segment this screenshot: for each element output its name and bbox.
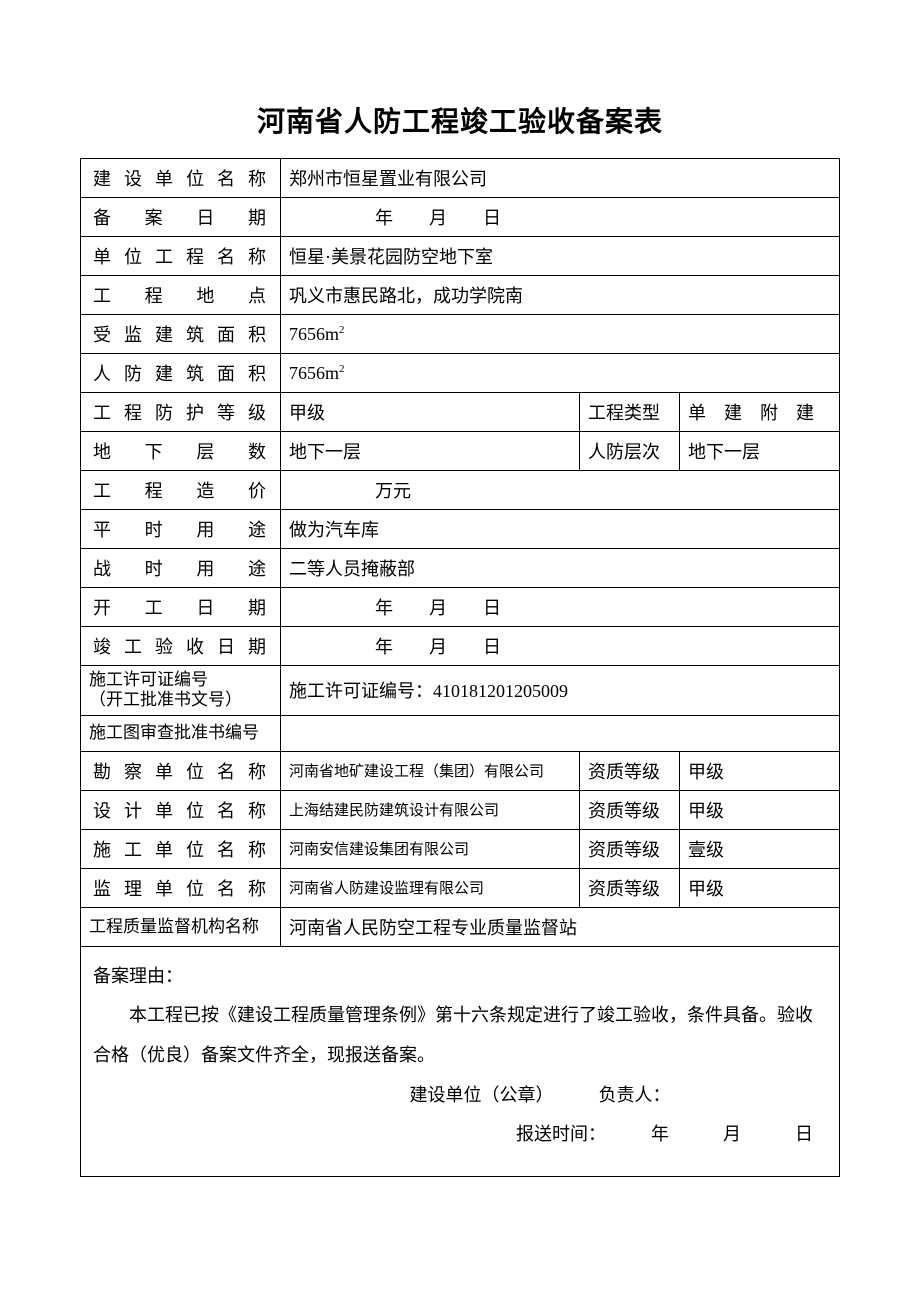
value-supervision-unit: 河南省人防建设监理有限公司 — [281, 868, 580, 907]
label-qual: 资质等级 — [580, 790, 680, 829]
label-permit-no: 施工许可证编号 （开工批准书文号） — [81, 666, 281, 716]
value-filing-date: 年 月 日 — [281, 198, 840, 237]
area-text: 7656m — [289, 363, 339, 383]
label-unit-project: 单位工程名称 — [81, 237, 281, 276]
signature-line-2: 报送时间： 年 月 日 — [93, 1115, 827, 1155]
table-row: 战时用途 二等人员掩蔽部 — [81, 549, 840, 588]
label-drawing-approval: 施工图审查批准书编号 — [81, 715, 281, 751]
table-row: 工程造价 万元 — [81, 471, 840, 510]
table-row: 备案日期 年 月 日 — [81, 198, 840, 237]
label-protection-level: 工程防护等级 — [81, 393, 281, 432]
table-row: 单位工程名称 恒星·美景花园防空地下室 — [81, 237, 840, 276]
label-design-unit: 设计单位名称 — [81, 790, 281, 829]
label-supervised-area: 受监建筑面积 — [81, 315, 281, 354]
table-row: 工程防护等级 甲级 工程类型 单 建 附 建 — [81, 393, 840, 432]
table-row: 设计单位名称 上海结建民防建筑设计有限公司 资质等级 甲级 — [81, 790, 840, 829]
value-qual: 甲级 — [680, 790, 840, 829]
table-row: 施工单位名称 河南安信建设集团有限公司 资质等级 壹级 — [81, 829, 840, 868]
signature-line-1: 建设单位（公章） 负责人： — [93, 1076, 827, 1116]
value-qual: 壹级 — [680, 829, 840, 868]
permit-label-1: 施工许可证编号 — [89, 670, 208, 689]
reason-body: 本工程已按《建设工程质量管理条例》第十六条规定进行了竣工验收，条件具备。验收合格… — [93, 996, 827, 1075]
reason-heading: 备案理由： — [93, 957, 827, 997]
label-filing-date: 备案日期 — [81, 198, 281, 237]
table-row: 监理单位名称 河南省人防建设监理有限公司 资质等级 甲级 — [81, 868, 840, 907]
sup-2: 2 — [339, 324, 345, 336]
table-row: 施工图审查批准书编号 — [81, 715, 840, 751]
label-underground-floors: 地下层数 — [81, 432, 281, 471]
label-completion-date: 竣工验收日期 — [81, 627, 281, 666]
label-wartime-use: 战时用途 — [81, 549, 281, 588]
value-design-unit: 上海结建民防建筑设计有限公司 — [281, 790, 580, 829]
reason-cell: 备案理由： 本工程已按《建设工程质量管理条例》第十六条规定进行了竣工验收，条件具… — [81, 946, 840, 1176]
label-construction-co: 施工单位名称 — [81, 829, 281, 868]
value-survey-unit: 河南省地矿建设工程（集团）有限公司 — [281, 751, 580, 790]
value-construction-unit: 郑州市恒星置业有限公司 — [281, 159, 840, 198]
label-start-date: 开工日期 — [81, 588, 281, 627]
table-row: 地下层数 地下一层 人防层次 地下一层 — [81, 432, 840, 471]
table-row: 工程质量监督机构名称 河南省人民防空工程专业质量监督站 — [81, 907, 840, 946]
area-text: 7656m — [289, 324, 339, 344]
value-location: 巩义市惠民路北，成功学院南 — [281, 276, 840, 315]
table-row: 开工日期 年 月 日 — [81, 588, 840, 627]
permit-label-2: （开工批准书文号） — [89, 690, 242, 709]
table-row: 人防建筑面积 7656m2 — [81, 354, 840, 393]
label-qual: 资质等级 — [580, 829, 680, 868]
label-defense-area: 人防建筑面积 — [81, 354, 281, 393]
sup-2: 2 — [339, 363, 345, 375]
value-defense-area: 7656m2 — [281, 354, 840, 393]
label-survey-unit: 勘察单位名称 — [81, 751, 281, 790]
value-construction-co: 河南安信建设集团有限公司 — [281, 829, 580, 868]
table-row: 平时用途 做为汽车库 — [81, 510, 840, 549]
value-protection-level: 甲级 — [281, 393, 580, 432]
label-cost: 工程造价 — [81, 471, 281, 510]
label-quality-org: 工程质量监督机构名称 — [81, 907, 281, 946]
value-project-type: 单 建 附 建 — [680, 393, 840, 432]
label-project-type: 工程类型 — [580, 393, 680, 432]
table-row: 备案理由： 本工程已按《建设工程质量管理条例》第十六条规定进行了竣工验收，条件具… — [81, 946, 840, 1176]
value-peacetime-use: 做为汽车库 — [281, 510, 840, 549]
value-wartime-use: 二等人员掩蔽部 — [281, 549, 840, 588]
table-row: 竣工验收日期 年 月 日 — [81, 627, 840, 666]
value-unit-project: 恒星·美景花园防空地下室 — [281, 237, 840, 276]
table-row: 建设单位名称 郑州市恒星置业有限公司 — [81, 159, 840, 198]
label-supervision-unit: 监理单位名称 — [81, 868, 281, 907]
label-qual: 资质等级 — [580, 868, 680, 907]
label-location: 工程地点 — [81, 276, 281, 315]
label-defense-floor: 人防层次 — [580, 432, 680, 471]
label-construction-unit: 建设单位名称 — [81, 159, 281, 198]
value-qual: 甲级 — [680, 751, 840, 790]
page-title: 河南省人防工程竣工验收备案表 — [80, 100, 840, 140]
value-completion-date: 年 月 日 — [281, 627, 840, 666]
value-qual: 甲级 — [680, 868, 840, 907]
value-drawing-approval — [281, 715, 840, 751]
value-permit-no: 施工许可证编号：410181201205009 — [281, 666, 840, 716]
value-quality-org: 河南省人民防空工程专业质量监督站 — [281, 907, 840, 946]
value-cost: 万元 — [281, 471, 840, 510]
value-defense-floor: 地下一层 — [680, 432, 840, 471]
filing-table: 建设单位名称 郑州市恒星置业有限公司 备案日期 年 月 日 单位工程名称 恒星·… — [80, 158, 840, 1177]
label-peacetime-use: 平时用途 — [81, 510, 281, 549]
value-supervised-area: 7656m2 — [281, 315, 840, 354]
value-start-date: 年 月 日 — [281, 588, 840, 627]
label-qual: 资质等级 — [580, 751, 680, 790]
table-row: 受监建筑面积 7656m2 — [81, 315, 840, 354]
table-row: 工程地点 巩义市惠民路北，成功学院南 — [81, 276, 840, 315]
table-row: 施工许可证编号 （开工批准书文号） 施工许可证编号：41018120120500… — [81, 666, 840, 716]
value-underground-floors: 地下一层 — [281, 432, 580, 471]
table-row: 勘察单位名称 河南省地矿建设工程（集团）有限公司 资质等级 甲级 — [81, 751, 840, 790]
